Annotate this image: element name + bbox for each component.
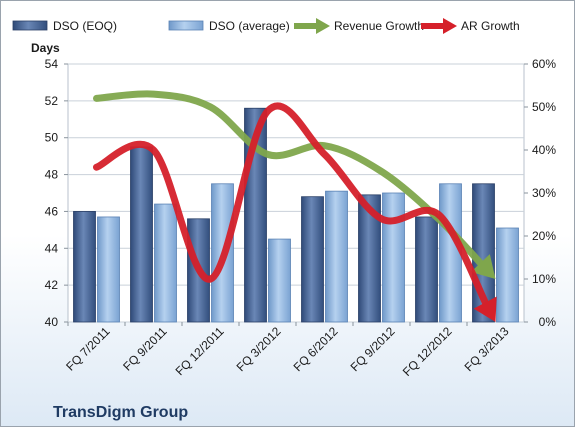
bar-dso-average — [268, 238, 291, 323]
bar-dso-average — [97, 216, 120, 323]
bar-dso-average — [439, 183, 462, 323]
bars — [73, 107, 519, 323]
x-tick-label: FQ 9/2011 — [120, 324, 170, 374]
x-tick-label: FQ 12/2011 — [173, 324, 227, 378]
company-name: TransDigm Group — [53, 404, 188, 421]
legend-swatch-dso-eoq- — [12, 20, 48, 31]
x-tick-label: FQ 3/2013 — [462, 324, 512, 374]
y-tick-label: 42 — [45, 278, 59, 292]
bar-dso-average — [496, 227, 519, 323]
bar-dso-eoq — [130, 146, 153, 323]
ar-growth-line — [93, 102, 491, 310]
y2-tick-label: 0% — [539, 315, 557, 329]
bar-dso-eoq — [73, 211, 96, 323]
ar-growth-arrowhead — [473, 296, 497, 322]
y2-tick-label: 20% — [532, 229, 556, 243]
y2-tick-label: 50% — [532, 100, 556, 114]
y-tick-label: 54 — [45, 57, 59, 71]
x-tick-label: FQ 12/2012 — [400, 324, 455, 379]
bar-dso-eoq — [358, 194, 381, 323]
y-tick-label: 52 — [45, 94, 59, 108]
y-tick-label: 48 — [45, 168, 59, 182]
bar-dso-eoq — [415, 216, 438, 323]
bar-dso-average — [382, 192, 405, 323]
legend-label-ar-growth: AR Growth — [461, 19, 520, 33]
bar-dso-average — [154, 203, 177, 323]
x-tick-label: FQ 6/2012 — [291, 324, 341, 374]
trend-lines — [93, 90, 497, 322]
legend-label-dso-eoq-: DSO (EOQ) — [53, 19, 117, 33]
legend: DSO (EOQ) DSO (average) Revenue Growth AR G… — [12, 18, 520, 34]
legend-arrow-ar-growth — [443, 18, 457, 34]
y2-tick-label: 40% — [532, 143, 556, 157]
x-axis-ticks: FQ 7/2011 FQ 9/2011 FQ 12/2011 FQ 3/2012 FQ … — [63, 322, 512, 379]
y-tick-label: 46 — [45, 204, 59, 218]
bar-dso-average — [325, 190, 348, 323]
revenue-growth-arrowhead — [470, 254, 496, 279]
y-tick-label: 44 — [45, 241, 59, 255]
y2-axis-ticks: 0% 10% 20% 30% 40% 50% 60% — [524, 57, 556, 329]
y-axis-ticks: 40 42 44 46 48 50 52 54 — [45, 57, 68, 329]
y2-tick-label: 30% — [532, 186, 556, 200]
x-tick-label: FQ 3/2012 — [234, 324, 284, 374]
y-tick-label: 40 — [45, 315, 59, 329]
legend-arrow-revenue-growth — [316, 18, 330, 34]
x-tick-label: FQ 7/2011 — [63, 324, 113, 374]
legend-label-revenue-growth: Revenue Growth — [334, 19, 424, 33]
y2-tick-label: 10% — [532, 272, 556, 286]
bar-dso-eoq — [301, 196, 324, 323]
legend-label-dso-average-: DSO (average) — [209, 19, 290, 33]
y-tick-label: 50 — [45, 131, 59, 145]
x-tick-label: FQ 9/2012 — [348, 324, 398, 374]
y2-tick-label: 60% — [532, 57, 556, 71]
legend-swatch-dso-average- — [168, 20, 204, 31]
y-axis-title: Days — [31, 41, 60, 55]
